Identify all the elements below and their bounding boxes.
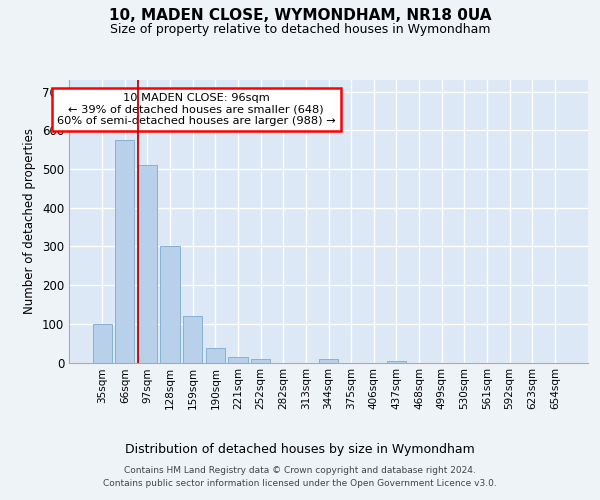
Bar [387, 360, 406, 362]
Text: Size of property relative to detached houses in Wymondham: Size of property relative to detached ho… [110, 22, 490, 36]
Text: Contains public sector information licensed under the Open Government Licence v3: Contains public sector information licen… [103, 479, 497, 488]
Bar [206, 348, 225, 362]
Text: 10 MADEN CLOSE: 96sqm
← 39% of detached houses are smaller (648)
60% of semi-det: 10 MADEN CLOSE: 96sqm ← 39% of detached … [57, 92, 335, 126]
Bar [229, 356, 248, 362]
Bar [183, 316, 202, 362]
Text: Distribution of detached houses by size in Wymondham: Distribution of detached houses by size … [125, 442, 475, 456]
Bar [251, 358, 270, 362]
Bar [115, 140, 134, 362]
Bar [92, 324, 112, 362]
Bar [319, 358, 338, 362]
Y-axis label: Number of detached properties: Number of detached properties [23, 128, 37, 314]
Bar [138, 165, 157, 362]
Bar [160, 246, 180, 362]
Text: Contains HM Land Registry data © Crown copyright and database right 2024.: Contains HM Land Registry data © Crown c… [124, 466, 476, 475]
Text: 10, MADEN CLOSE, WYMONDHAM, NR18 0UA: 10, MADEN CLOSE, WYMONDHAM, NR18 0UA [109, 8, 491, 22]
